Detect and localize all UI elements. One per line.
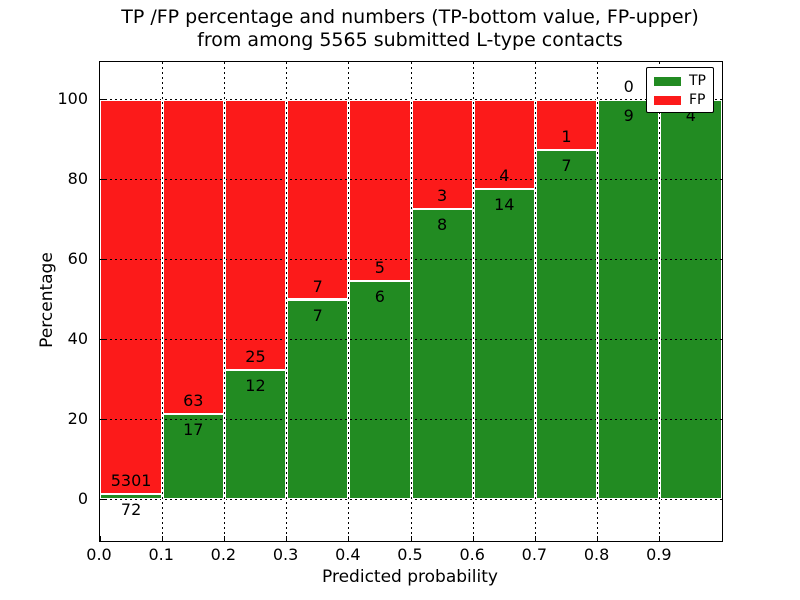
bar-0.1-0.2-tp-count: 17 bbox=[183, 420, 204, 440]
chart-title-line1: TP /FP percentage and numbers (TP-bottom… bbox=[121, 6, 699, 28]
x-tickmark-0.5 bbox=[410, 536, 412, 541]
x-tick-label-0.9: 0.9 bbox=[646, 545, 672, 564]
bar-0.1-0.2-fp-count: 63 bbox=[183, 391, 204, 411]
gridline-x-0.4 bbox=[347, 62, 351, 541]
bar-0.5-0.6-tp-count: 8 bbox=[437, 214, 448, 234]
bar-0.0-0.1-tp-count: 72 bbox=[120, 499, 142, 519]
x-tickmark-0.1 bbox=[161, 536, 163, 541]
bar-0.6-0.7-fp-count: 4 bbox=[499, 165, 510, 185]
legend-fp-label: FP bbox=[689, 92, 706, 108]
x-tickmark-0.4 bbox=[348, 536, 350, 541]
bar-0.0-0.1-fp-count: 5301 bbox=[110, 470, 152, 490]
legend-tp-label: TP bbox=[689, 73, 706, 89]
gridline-x-0.9 bbox=[658, 62, 662, 541]
legend-fp-swatch-icon bbox=[654, 96, 681, 105]
x-tick-label-0.4: 0.4 bbox=[335, 545, 361, 564]
x-tickmark-0.9 bbox=[659, 536, 661, 541]
x-tickmark-0.8 bbox=[597, 536, 599, 541]
bar-0.8-0.9-fp-count: 0 bbox=[623, 76, 634, 96]
gridline-x-0.3 bbox=[285, 62, 289, 541]
x-tickmark-0.6 bbox=[472, 536, 474, 541]
bar-0.6-0.7-tp-segment bbox=[473, 188, 536, 500]
bar-0.2-0.3-fp-segment bbox=[224, 99, 287, 370]
bar-0.6-0.7-tp-count: 14 bbox=[494, 194, 515, 214]
bar-0.9-1.0-tp-segment bbox=[659, 99, 722, 500]
bar-0.4-0.5-tp-segment bbox=[348, 281, 411, 500]
chart-title-line2: from among 5565 submitted L-type contact… bbox=[197, 29, 623, 51]
bar-0.9-1.0-tp-count: 4 bbox=[685, 105, 696, 125]
bar-0.2-0.3-fp-count: 25 bbox=[245, 346, 266, 366]
bar-0.8-0.9-tp-segment bbox=[597, 99, 660, 500]
bar-0.8-0.9-tp-count: 9 bbox=[623, 105, 634, 125]
legend-entry-tp: TP bbox=[654, 72, 713, 91]
bar-0.7-0.8-tp-count: 7 bbox=[561, 155, 572, 175]
x-axis-label: Predicted probability bbox=[322, 567, 498, 587]
x-tick-label-0.5: 0.5 bbox=[397, 545, 423, 564]
bar-0.7-0.8-tp-segment bbox=[535, 149, 598, 500]
gridline-x-0.8 bbox=[596, 62, 600, 541]
x-tick-label-0.8: 0.8 bbox=[583, 545, 610, 564]
y-tickmark-0 bbox=[100, 498, 105, 500]
gridline-x-0.1 bbox=[160, 62, 164, 541]
x-tickmark-0.2 bbox=[223, 536, 225, 541]
bar-0.7-0.8-fp-count: 1 bbox=[561, 126, 572, 146]
y-tickmark-80 bbox=[100, 179, 105, 181]
x-tick-label-0.3: 0.3 bbox=[272, 545, 299, 564]
x-tick-label-0.0: 0.0 bbox=[86, 545, 112, 564]
chart-title: TP /FP percentage and numbers (TP-bottom… bbox=[99, 6, 721, 52]
x-tick-label-0.6: 0.6 bbox=[459, 545, 485, 564]
y-tick-label-80: 80 bbox=[67, 169, 88, 189]
bar-0.4-0.5-fp-segment bbox=[348, 99, 411, 282]
legend-tp-swatch-icon bbox=[654, 77, 681, 86]
x-tick-label-0.2: 0.2 bbox=[210, 545, 237, 564]
bar-0.3-0.4-fp-segment bbox=[286, 99, 349, 300]
y-tick-label-60: 60 bbox=[67, 249, 88, 269]
bar-0.0-0.1-fp-segment bbox=[100, 99, 163, 494]
y-tick-label-0: 0 bbox=[77, 488, 88, 508]
gridline-x-0.2 bbox=[222, 62, 226, 541]
bar-0.3-0.4-fp-count: 7 bbox=[312, 276, 323, 296]
legend-entry-fp: FP bbox=[654, 91, 713, 110]
x-tickmark-0.3 bbox=[286, 536, 288, 541]
y-tick-label-100: 100 bbox=[57, 89, 88, 109]
bar-0.4-0.5-fp-count: 5 bbox=[374, 258, 385, 278]
plot-area: 53017263172512775638414170904 bbox=[99, 61, 723, 542]
bar-0.4-0.5-tp-count: 6 bbox=[374, 287, 385, 307]
gridline-x-0.5 bbox=[409, 62, 413, 541]
gridline-x-0.7 bbox=[533, 62, 537, 541]
bar-0.5-0.6-tp-segment bbox=[411, 208, 474, 500]
x-tickmark-0.7 bbox=[534, 536, 536, 541]
y-tickmark-40 bbox=[100, 338, 105, 340]
bar-0.3-0.4-tp-count: 7 bbox=[312, 305, 323, 325]
gridline-x-0.6 bbox=[471, 62, 475, 541]
y-tickmark-60 bbox=[100, 259, 105, 261]
x-tickmark-0.0 bbox=[100, 536, 101, 541]
bar-0.2-0.3-tp-count: 12 bbox=[245, 375, 266, 395]
bar-0.3-0.4-tp-segment bbox=[286, 299, 349, 500]
y-tickmark-20 bbox=[100, 418, 105, 420]
y-tick-label-20: 20 bbox=[67, 408, 88, 428]
y-axis-label: Percentage bbox=[37, 252, 57, 348]
bar-0.5-0.6-fp-count: 3 bbox=[437, 185, 448, 205]
y-tickmark-100 bbox=[100, 99, 105, 101]
legend: TP FP bbox=[646, 67, 714, 113]
x-tick-label-0.7: 0.7 bbox=[521, 545, 548, 564]
y-tick-label-40: 40 bbox=[67, 328, 88, 348]
bar-0.1-0.2-fp-segment bbox=[162, 99, 225, 415]
x-tick-label-0.1: 0.1 bbox=[148, 545, 174, 564]
